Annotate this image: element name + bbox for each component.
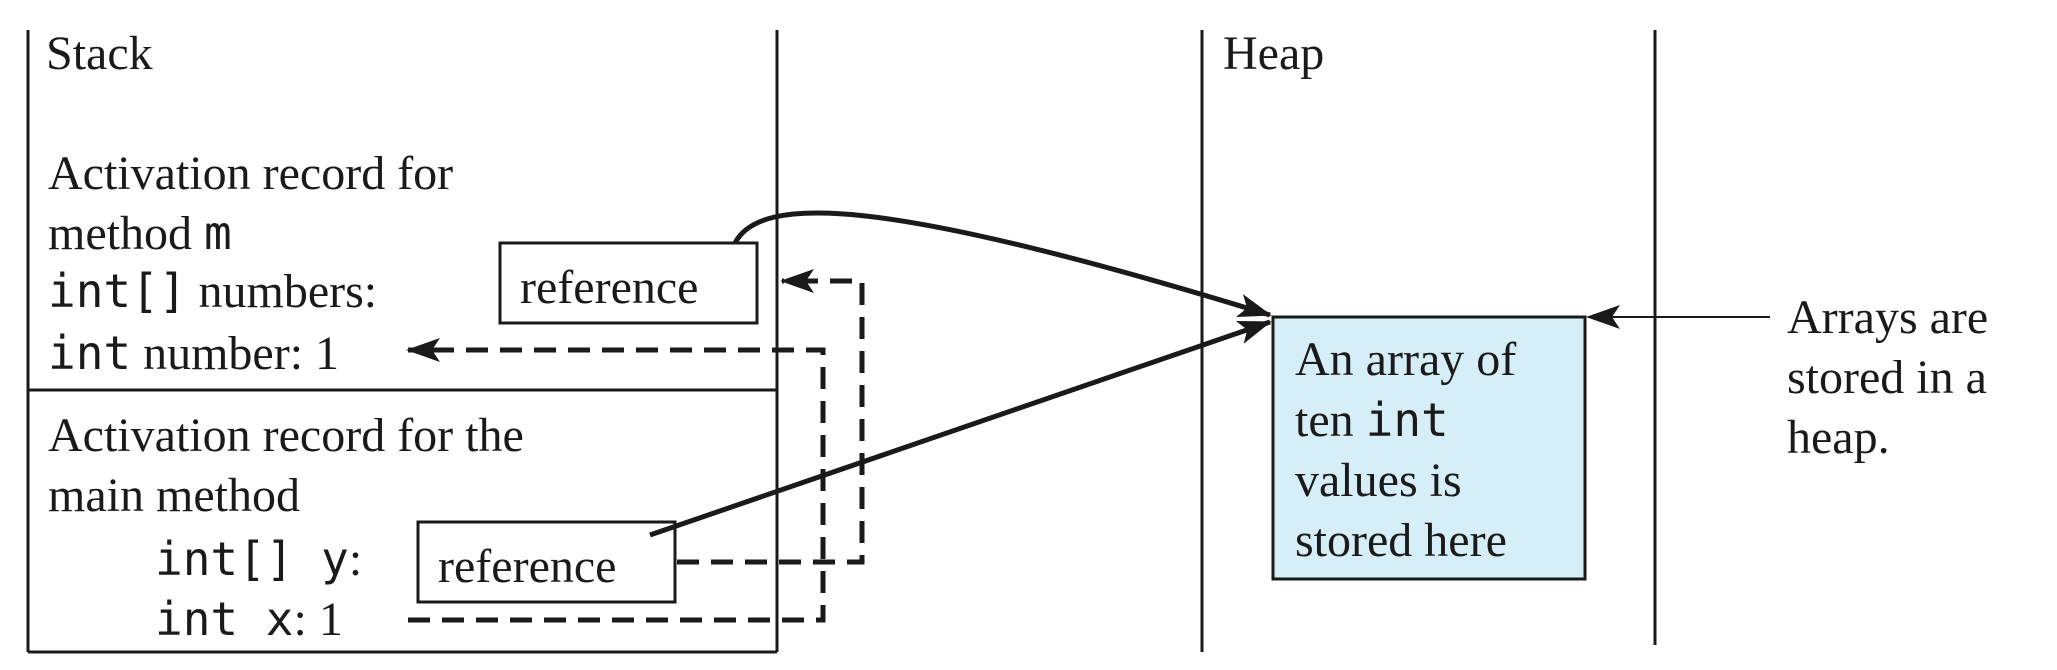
numbers-param-name: numbers: — [186, 265, 378, 318]
stack-title: Stack — [46, 27, 153, 80]
array-box-text: An array of ten int values is stored her… — [1295, 330, 1516, 571]
x-to-number-dashed-arrow — [406, 338, 826, 623]
heap-note: Arrays are stored in a heap. — [1787, 288, 1988, 468]
heap-title: Heap — [1223, 27, 1325, 80]
y-variable-label: int[] y: — [155, 536, 362, 584]
array-line4: stored here — [1295, 514, 1507, 567]
m-record-line2: method m — [48, 210, 232, 258]
number-param-type: int — [48, 326, 132, 380]
array-element-type: int — [1365, 393, 1449, 447]
array-line2: ten int — [1295, 393, 1449, 447]
main-record-line1: Activation record for the — [48, 409, 524, 462]
y-variable-code: int[] y — [155, 532, 349, 586]
x-variable-code: int x — [155, 592, 294, 646]
reference-label-main: reference — [438, 540, 617, 593]
x-variable-value: : 1 — [293, 593, 343, 646]
array-line1: An array of — [1295, 333, 1517, 386]
reference-main-arrow — [649, 319, 1272, 538]
reference-m-arrow — [732, 210, 1272, 318]
number-param-value: number: 1 — [131, 327, 340, 380]
array-box — [1271, 315, 1587, 581]
note-line3: heap. — [1787, 411, 1890, 464]
reference-box-m — [498, 241, 759, 325]
m-record-line1: Activation record for — [48, 147, 454, 200]
note-line2: stored in a — [1787, 351, 1987, 404]
numbers-param-type: int[] — [48, 264, 187, 318]
x-variable-label: int x: 1 — [155, 596, 343, 644]
numbers-param-label: int[] numbers: — [48, 268, 377, 316]
main-record-line2: main method — [48, 469, 300, 522]
y-variable-colon: : — [348, 533, 363, 586]
y-to-numbers-dashed-arrow — [677, 269, 865, 565]
array-line3: values is — [1295, 454, 1462, 507]
m-record-method-text: method — [48, 207, 204, 260]
m-record-method-name: m — [203, 206, 232, 260]
note-line1: Arrays are — [1787, 291, 1989, 344]
reference-box-main — [416, 520, 677, 604]
reference-label-m: reference — [520, 261, 699, 314]
number-param-label: int number: 1 — [48, 330, 339, 378]
